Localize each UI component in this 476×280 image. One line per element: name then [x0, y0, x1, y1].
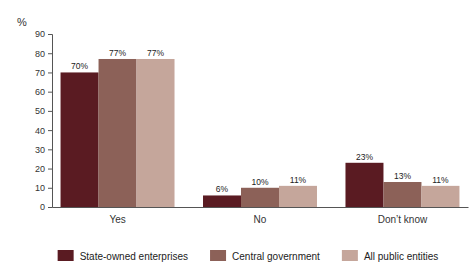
tick-mark	[48, 130, 52, 131]
bar	[241, 188, 279, 207]
y-tick: 90	[35, 29, 52, 39]
y-tick: 60	[35, 87, 52, 97]
chart: 70% 6% 23% 77% 10% 13% 77% 11% 11% 0 10 20 30 40 50 60 7…	[0, 0, 476, 280]
legend-item: State-owned enterprises	[58, 250, 188, 262]
tick-label: Yes	[109, 214, 125, 225]
tick-mark	[48, 34, 52, 35]
y-tick: 20	[35, 164, 52, 174]
bar	[61, 72, 99, 207]
tick-label: No	[254, 214, 267, 225]
legend-label: All public entities	[364, 251, 438, 262]
tick-label: 80	[35, 49, 45, 59]
series	[137, 59, 460, 207]
tick-label: 10	[35, 183, 45, 193]
legend-swatch	[58, 250, 74, 261]
y-tick: 50	[35, 106, 52, 116]
tick-mark	[48, 72, 52, 73]
legend-swatch	[342, 250, 358, 261]
data-label: 13%	[394, 171, 411, 181]
tick-mark	[48, 53, 52, 54]
data-label: 10%	[251, 177, 268, 187]
tick-label: 50	[35, 106, 45, 116]
axis-line	[48, 35, 53, 208]
axis-line	[53, 207, 469, 208]
y-tick: 10	[35, 183, 52, 193]
bar	[279, 186, 317, 207]
legend-label: State-owned enterprises	[80, 251, 188, 262]
tick-mark	[48, 207, 52, 208]
tick-label: 60	[35, 87, 45, 97]
tick-label: 40	[35, 125, 45, 135]
data-labels: 70% 6% 23% 77% 10% 13% 77% 11% 11%	[71, 48, 449, 194]
tick-label: 70	[35, 68, 45, 78]
bar	[137, 59, 175, 207]
y-tick: 0	[40, 202, 52, 212]
bar	[345, 163, 383, 207]
plot: 70% 6% 23% 77% 10% 13% 77% 11% 11% 0 10 20 30 40 50 60 7…	[35, 29, 469, 225]
legend-label: Central government	[232, 251, 320, 262]
legend-swatch	[210, 250, 226, 261]
tick-label: Don’t know	[378, 214, 428, 225]
tick-mark	[48, 149, 52, 150]
data-label: 11%	[290, 175, 307, 185]
x-tick: Don’t know	[378, 207, 428, 225]
bar	[99, 59, 137, 207]
legend: State-owned enterprises Central governmen…	[58, 250, 439, 262]
y-tick: 40	[35, 125, 52, 135]
y-tick: 70	[35, 68, 52, 78]
data-label: 11%	[432, 175, 449, 185]
axis-title: %	[17, 16, 27, 28]
tick-mark	[48, 111, 52, 112]
data-label: 77%	[109, 48, 126, 58]
tick-label: 20	[35, 164, 45, 174]
data-label: 70%	[71, 61, 88, 71]
bar	[421, 186, 459, 207]
x-axis: Yes No Don’t know	[53, 207, 469, 225]
legend-item: Central government	[210, 250, 320, 262]
bars	[61, 59, 460, 207]
x-tick: Yes	[109, 207, 125, 225]
data-label: 77%	[147, 48, 164, 58]
bar	[383, 182, 421, 207]
data-label: 23%	[356, 152, 373, 162]
series	[99, 59, 422, 207]
tick-mark	[48, 92, 52, 93]
tick-label: 30	[35, 145, 45, 155]
x-tick: No	[254, 207, 267, 225]
tick-mark	[48, 188, 52, 189]
tick-label: 0	[40, 202, 45, 212]
tick-label: 90	[35, 29, 45, 39]
tick-mark	[48, 169, 52, 170]
data-label: 6%	[216, 184, 229, 194]
bar	[203, 195, 241, 207]
y-tick: 80	[35, 49, 52, 59]
y-tick: 30	[35, 145, 52, 155]
legend-item: All public entities	[342, 250, 438, 262]
y-axis: 0 10 20 30 40 50 60 70 80 90	[35, 29, 53, 212]
